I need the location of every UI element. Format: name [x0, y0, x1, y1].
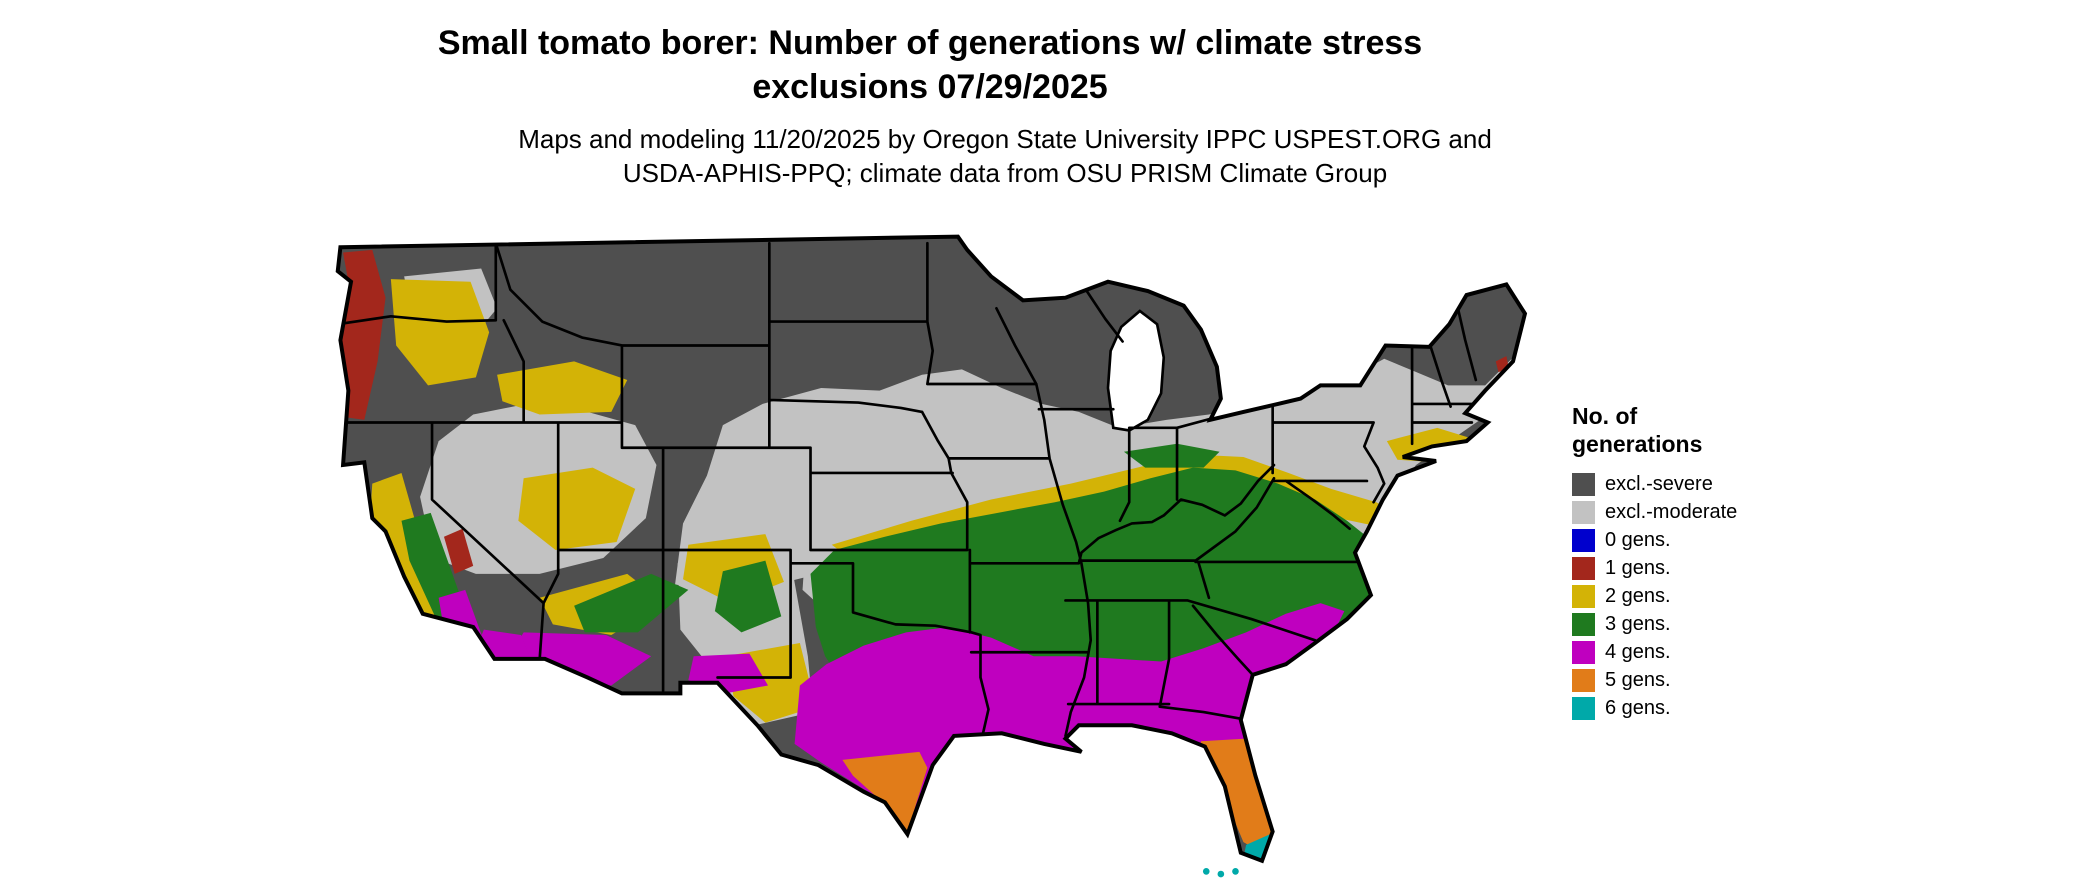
legend-item-g3: 3 gens. — [1572, 612, 1737, 636]
region-patch — [1123, 443, 1220, 468]
state-border-lines — [337, 241, 1484, 740]
key-dot — [1217, 870, 1225, 878]
region-patch — [497, 361, 628, 415]
legend-swatch-g5 — [1572, 668, 1595, 692]
us-generations-map-svg — [335, 234, 1527, 878]
legend-title-line1: No. of — [1572, 403, 1638, 429]
legend-item-g5: 5 gens. — [1572, 668, 1737, 692]
map-legend: No. of generations excl.-severe excl.-mod… — [1572, 402, 1737, 724]
legend-item-moderate: excl.-moderate — [1572, 500, 1737, 524]
figure-title-line1: Small tomato borer: Number of generation… — [437, 24, 1423, 62]
legend-items: excl.-severe excl.-moderate 0 gens. 1 gens.… — [1572, 472, 1737, 720]
figure-subtitle: Maps and modeling 11/20/2025 by Oregon S… — [130, 122, 1880, 191]
figure-subtitle-line1: Maps and modeling 11/20/2025 by Oregon S… — [518, 124, 1492, 154]
region-patch — [714, 560, 782, 633]
legend-item-g2: 2 gens. — [1572, 584, 1737, 608]
legend-item-g1: 1 gens. — [1572, 556, 1737, 580]
figure-subtitle-line2: USDA-APHIS-PPQ; climate data from OSU PR… — [622, 158, 1388, 189]
legend-label-g1: 1 gens. — [1605, 556, 1671, 579]
figure-title-line2: exclusions 07/29/2025 — [752, 67, 1108, 106]
legend-title: No. of generations — [1572, 402, 1737, 458]
legend-swatch-g2 — [1572, 584, 1595, 608]
legend-item-severe: excl.-severe — [1572, 472, 1737, 496]
legend-swatch-g1 — [1572, 556, 1595, 580]
legend-label-g6: 6 gens. — [1605, 696, 1671, 719]
legend-swatch-g0 — [1572, 528, 1595, 552]
legend-label-moderate: excl.-moderate — [1605, 500, 1738, 523]
legend-label-g4: 4 gens. — [1605, 640, 1671, 663]
legend-swatch-g6 — [1572, 696, 1595, 720]
region-patch — [574, 573, 689, 633]
legend-item-g4: 4 gens. — [1572, 640, 1737, 664]
legend-title-line2: generations — [1572, 431, 1703, 458]
legend-swatch-severe — [1572, 472, 1595, 496]
legend-item-g0: 0 gens. — [1572, 528, 1737, 552]
legend-label-g2: 2 gens. — [1605, 584, 1671, 607]
region-patch — [842, 751, 928, 832]
legend-swatch-moderate — [1572, 500, 1595, 524]
legend-label-g3: 3 gens. — [1605, 612, 1671, 635]
region-patch — [390, 279, 490, 386]
legend-label-g0: 0 gens. — [1605, 528, 1671, 551]
legend-swatch-g4 — [1572, 640, 1595, 664]
us-map — [320, 218, 1556, 882]
state-borders — [337, 241, 1484, 740]
key-dot — [1232, 868, 1239, 875]
region-patch — [443, 528, 474, 574]
region-patch — [518, 467, 636, 550]
legend-label-g5: 5 gens. — [1605, 668, 1671, 691]
key-dot — [1202, 868, 1210, 875]
legend-label-severe: excl.-severe — [1605, 472, 1713, 495]
florida-keys-dots — [1202, 868, 1239, 878]
figure-title: Small tomato borer: Number of generation… — [30, 22, 1830, 109]
legend-item-g6: 6 gens. — [1572, 696, 1737, 720]
legend-swatch-g3 — [1572, 612, 1595, 636]
